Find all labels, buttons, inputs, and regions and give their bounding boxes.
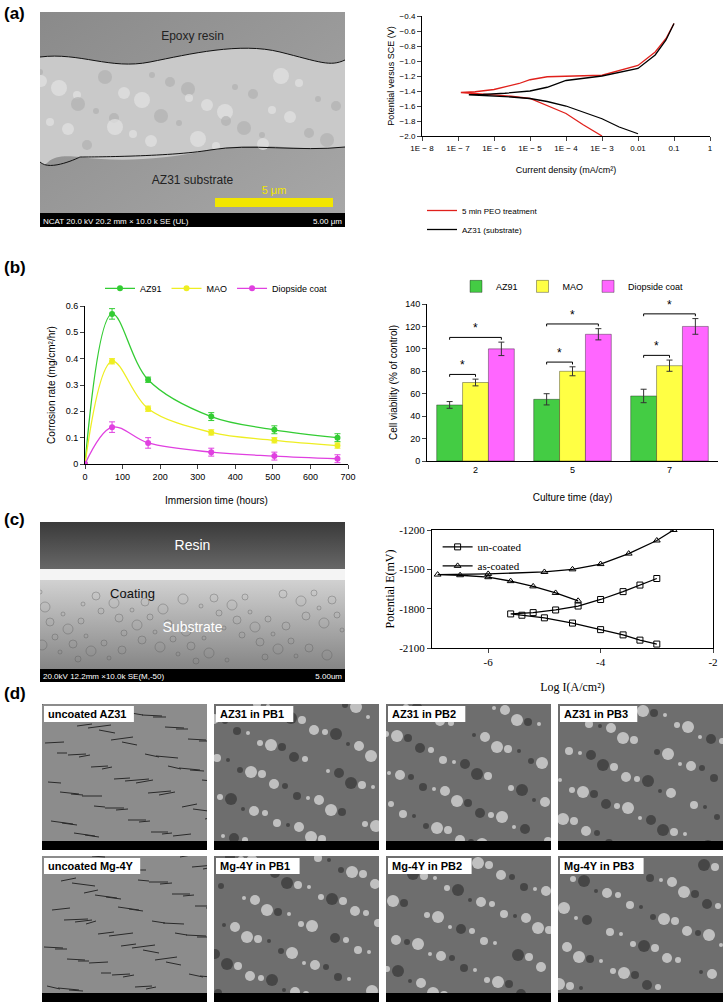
svg-text:0: 0	[82, 472, 87, 482]
svg-text:Potential E(mV): Potential E(mV)	[383, 550, 397, 629]
svg-text:1E − 6: 1E − 6	[482, 144, 506, 153]
svg-text:0.4: 0.4	[66, 354, 79, 364]
svg-text:−2.0: −2.0	[400, 132, 416, 141]
svg-text:5 min PEO treatment: 5 min PEO treatment	[462, 207, 537, 216]
svg-text:Diopside coat: Diopside coat	[272, 284, 327, 294]
html-text:(c): (c)	[4, 510, 25, 529]
svg-text:−1.2: −1.2	[400, 72, 416, 81]
svg-text:0.1: 0.1	[66, 433, 79, 443]
svg-text:60: 60	[410, 389, 420, 399]
svg-text:Cell viability (% of control): Cell viability (% of control)	[388, 325, 399, 440]
svg-text:80: 80	[410, 366, 420, 376]
svg-text:Mg-4Y in PB3: Mg-4Y in PB3	[564, 860, 634, 872]
svg-text:−1.8: −1.8	[400, 117, 416, 126]
svg-text:Diopside coat: Diopside coat	[628, 282, 683, 292]
svg-text:−0.8: −0.8	[400, 42, 416, 51]
html-text:(d): (d)	[4, 684, 26, 703]
svg-text:-2: -2	[708, 656, 717, 668]
svg-text:-1200: -1200	[399, 524, 425, 536]
svg-text:NCAT 20.0 kV 20.2 mm × 10.0 k: NCAT 20.0 kV 20.2 mm × 10.0 k SE (UL)	[43, 217, 189, 226]
svg-text:Coating: Coating	[110, 586, 155, 601]
svg-text:AZ91: AZ91	[496, 282, 518, 292]
svg-text:un-coated: un-coated	[478, 541, 522, 553]
svg-text:1E − 5: 1E − 5	[518, 144, 542, 153]
svg-text:Culture time (day): Culture time (day)	[533, 492, 612, 503]
svg-text:-1500: -1500	[399, 563, 425, 575]
svg-text:1E − 7: 1E − 7	[446, 144, 470, 153]
svg-text:MAO: MAO	[563, 282, 584, 292]
svg-text:5 μm: 5 μm	[262, 184, 287, 196]
svg-text:AZ31 in PB3: AZ31 in PB3	[564, 708, 628, 720]
svg-text:400: 400	[228, 472, 243, 482]
svg-text:Corrosion rate (mg/cm²/hr): Corrosion rate (mg/cm²/hr)	[46, 326, 57, 444]
svg-text:2: 2	[473, 465, 478, 475]
svg-text:*: *	[473, 321, 478, 335]
svg-text:20.0kV 12.2mm ×10.0k SE(M,-50): 20.0kV 12.2mm ×10.0k SE(M,-50)	[43, 672, 165, 681]
svg-text:0: 0	[415, 456, 420, 466]
svg-text:Potential versus SCE (V): Potential versus SCE (V)	[386, 26, 396, 126]
svg-text:5.00um: 5.00um	[315, 672, 342, 681]
svg-text:Substrate: Substrate	[163, 619, 223, 635]
svg-text:-1800: -1800	[399, 603, 425, 615]
svg-text:*: *	[570, 308, 575, 322]
svg-text:500: 500	[265, 472, 280, 482]
svg-text:Resin: Resin	[175, 537, 211, 553]
svg-text:7: 7	[667, 465, 672, 475]
svg-text:AZ31 substrate: AZ31 substrate	[152, 173, 234, 187]
svg-text:1E − 3: 1E − 3	[590, 144, 614, 153]
svg-text:100: 100	[115, 472, 130, 482]
svg-text:0.01: 0.01	[630, 144, 646, 153]
svg-text:1: 1	[708, 144, 713, 153]
svg-text:5: 5	[570, 465, 575, 475]
svg-text:0.2: 0.2	[66, 406, 79, 416]
svg-text:Mg-4Y in PB2: Mg-4Y in PB2	[392, 860, 462, 872]
svg-text:700: 700	[340, 472, 355, 482]
svg-text:140: 140	[405, 299, 420, 309]
svg-text:20: 20	[410, 434, 420, 444]
svg-text:600: 600	[303, 472, 318, 482]
svg-text:5.00 μm: 5.00 μm	[313, 217, 342, 226]
svg-text:AZ31 in PB1: AZ31 in PB1	[220, 708, 284, 720]
svg-text:MAO: MAO	[207, 284, 228, 294]
svg-text:−0.6: −0.6	[400, 27, 416, 36]
svg-text:as-coated: as-coated	[478, 560, 520, 572]
svg-text:−0.4: −0.4	[400, 12, 416, 21]
svg-text:AZ91: AZ91	[140, 284, 162, 294]
svg-text:300: 300	[190, 472, 205, 482]
svg-text:−1.4: −1.4	[400, 87, 416, 96]
svg-text:0: 0	[73, 459, 78, 469]
svg-text:1E − 4: 1E − 4	[554, 144, 578, 153]
svg-text:*: *	[667, 298, 672, 312]
svg-text:AZ31 in PB2: AZ31 in PB2	[392, 708, 456, 720]
svg-text:−1.6: −1.6	[400, 102, 416, 111]
svg-text:40: 40	[410, 411, 420, 421]
svg-text:0.1: 0.1	[668, 144, 680, 153]
svg-text:AZ31 (substrate): AZ31 (substrate)	[462, 226, 522, 235]
html-text:(a): (a)	[4, 4, 25, 23]
svg-text:Epoxy resin: Epoxy resin	[161, 29, 224, 43]
html-text:(b): (b)	[4, 258, 26, 277]
svg-text:Mg-4Y in PB1: Mg-4Y in PB1	[220, 860, 290, 872]
svg-text:1E − 8: 1E − 8	[410, 144, 434, 153]
svg-text:-4: -4	[596, 656, 606, 668]
svg-text:*: *	[654, 339, 659, 353]
svg-text:Log I(A/cm²): Log I(A/cm²)	[540, 680, 605, 694]
svg-text:uncoated Mg-4Y: uncoated Mg-4Y	[48, 860, 134, 872]
svg-text:-6: -6	[484, 656, 494, 668]
svg-text:0.3: 0.3	[66, 380, 79, 390]
svg-text:Current density (mA/cm²): Current density (mA/cm²)	[516, 165, 617, 175]
svg-text:0.6: 0.6	[66, 301, 79, 311]
svg-text:120: 120	[405, 322, 420, 332]
svg-text:100: 100	[405, 344, 420, 354]
svg-text:200: 200	[153, 472, 168, 482]
svg-text:*: *	[460, 358, 465, 372]
svg-text:0.5: 0.5	[66, 327, 79, 337]
svg-text:*: *	[557, 346, 562, 360]
svg-text:uncoated AZ31: uncoated AZ31	[48, 708, 126, 720]
svg-text:−1.0: −1.0	[400, 57, 416, 66]
svg-text:-2100: -2100	[399, 642, 425, 654]
svg-text:Immersion time (hours): Immersion time (hours)	[165, 495, 268, 506]
